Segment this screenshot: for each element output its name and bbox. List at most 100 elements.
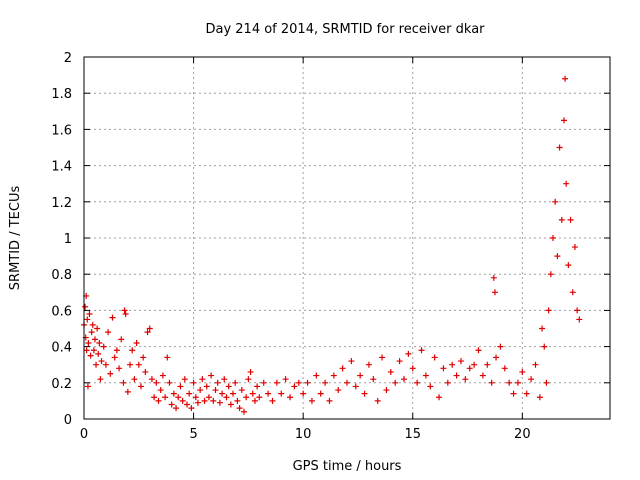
data-point xyxy=(122,311,129,318)
data-point xyxy=(133,339,140,346)
data-point xyxy=(90,347,97,354)
data-point xyxy=(409,365,416,372)
data-point xyxy=(550,235,557,241)
data-point xyxy=(140,354,147,361)
data-points xyxy=(81,75,583,415)
data-point xyxy=(221,376,228,383)
data-point xyxy=(300,390,307,397)
data-point xyxy=(203,383,210,390)
data-point xyxy=(251,397,258,404)
data-point xyxy=(232,379,239,386)
data-point xyxy=(567,216,574,223)
data-point xyxy=(144,329,151,336)
data-point xyxy=(219,390,226,397)
data-point xyxy=(192,394,199,401)
data-point xyxy=(422,372,429,379)
data-point xyxy=(230,390,237,397)
data-point xyxy=(166,379,173,386)
data-point xyxy=(269,397,276,404)
data-point xyxy=(344,379,350,386)
data-point xyxy=(545,307,552,314)
data-point xyxy=(84,316,91,323)
data-point xyxy=(427,383,434,390)
data-point xyxy=(164,354,171,361)
y-tick-label: 1.4 xyxy=(51,160,72,175)
data-point xyxy=(462,376,469,383)
data-point xyxy=(194,399,201,406)
y-tick-label: 1 xyxy=(64,232,72,247)
data-point xyxy=(491,289,498,296)
data-point xyxy=(129,347,136,354)
data-point xyxy=(260,379,267,386)
data-point xyxy=(431,354,438,361)
data-point xyxy=(501,365,508,372)
data-point xyxy=(560,117,567,124)
data-point xyxy=(541,343,548,350)
data-point xyxy=(240,408,247,415)
x-tick-label: 5 xyxy=(189,427,197,442)
data-point xyxy=(471,361,478,368)
data-point xyxy=(157,387,164,394)
data-point xyxy=(208,372,215,379)
y-tick-label: 1.2 xyxy=(51,196,72,211)
data-point xyxy=(135,361,142,368)
data-point xyxy=(88,329,95,336)
data-point xyxy=(414,379,421,386)
data-point xyxy=(554,253,561,260)
x-tick-label: 20 xyxy=(514,427,531,442)
data-point xyxy=(392,379,399,386)
data-point xyxy=(234,397,241,404)
data-point xyxy=(317,390,324,397)
data-point xyxy=(552,198,559,205)
data-point xyxy=(361,390,368,397)
data-point xyxy=(304,379,311,386)
data-point xyxy=(181,376,188,383)
data-point xyxy=(137,383,144,390)
data-point xyxy=(107,370,114,377)
data-point xyxy=(120,379,127,386)
data-point xyxy=(159,372,166,379)
data-point xyxy=(484,361,491,368)
data-point xyxy=(127,361,134,368)
data-point xyxy=(238,387,245,394)
data-point xyxy=(287,394,294,401)
data-point xyxy=(98,358,105,365)
data-point xyxy=(210,397,217,404)
data-point xyxy=(214,379,221,386)
data-point xyxy=(155,397,162,404)
data-point xyxy=(225,383,232,390)
data-point xyxy=(97,376,104,383)
data-point xyxy=(205,394,212,401)
data-point xyxy=(365,361,372,368)
data-point xyxy=(84,383,91,390)
data-point xyxy=(100,343,107,350)
data-point xyxy=(475,347,482,354)
data-point xyxy=(514,379,521,386)
data-point xyxy=(576,316,583,323)
data-point xyxy=(168,401,175,408)
data-point xyxy=(379,354,386,361)
grid xyxy=(84,57,610,419)
data-point xyxy=(497,343,504,350)
data-point xyxy=(109,314,116,321)
data-point xyxy=(479,372,486,379)
data-point xyxy=(111,354,118,361)
data-point xyxy=(352,383,359,390)
data-point xyxy=(94,325,101,332)
data-point xyxy=(142,368,149,375)
data-point xyxy=(543,379,550,386)
data-point xyxy=(313,372,320,379)
data-point xyxy=(418,347,425,354)
y-tick-label: 0 xyxy=(64,413,72,428)
data-point xyxy=(528,376,535,383)
data-point xyxy=(291,383,298,390)
axis-ticks: 0 5 10 15 20 0 0.2 0.4 0.6 0.8 1 1.2 1.4 1.6 1.8 2 xyxy=(51,51,610,442)
data-point xyxy=(558,216,565,223)
data-point xyxy=(536,394,543,401)
data-point xyxy=(282,376,289,383)
data-point xyxy=(201,397,208,404)
data-point xyxy=(91,336,98,343)
data-point xyxy=(519,368,526,375)
data-point xyxy=(216,399,223,406)
y-tick-label: 0.8 xyxy=(51,268,72,283)
